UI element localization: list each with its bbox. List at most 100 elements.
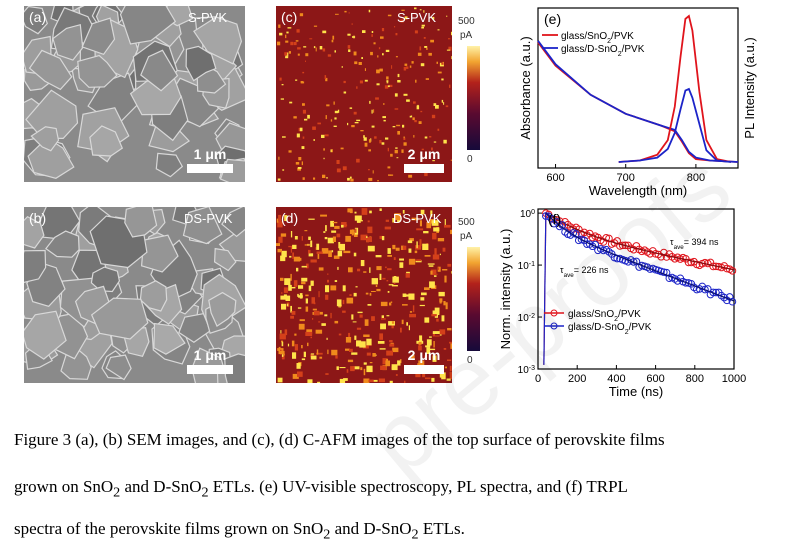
current-hotspot (417, 52, 422, 56)
current-hotspot (445, 105, 449, 108)
current-hotspot (437, 29, 440, 31)
current-hotspot (302, 136, 305, 139)
current-hotspot (441, 78, 444, 81)
current-hotspot (421, 148, 424, 151)
sem-grain (182, 207, 223, 245)
current-hotspot (283, 353, 285, 356)
current-hotspot (384, 85, 389, 89)
current-hotspot (298, 285, 304, 289)
current-hotspot (351, 314, 354, 320)
current-hotspot (401, 149, 404, 153)
current-hotspot (405, 294, 412, 297)
current-hotspot (355, 228, 357, 233)
current-hotspot (412, 305, 415, 313)
current-hotspot (451, 271, 452, 274)
current-hotspot (360, 367, 363, 371)
current-hotspot (347, 177, 350, 181)
current-hotspot (369, 292, 372, 296)
x-tick-label: 700 (617, 172, 635, 184)
current-hotspot (393, 283, 396, 285)
current-hotspot (291, 311, 296, 315)
caption-text: and D-SnO (330, 519, 412, 538)
caption-subscript: 2 (113, 484, 121, 501)
current-hotspot (315, 329, 323, 334)
current-hotspot (299, 13, 304, 17)
current-hotspot (279, 77, 282, 81)
current-hotspot (445, 302, 448, 310)
current-hotspot (316, 243, 320, 250)
current-hotspot (414, 250, 418, 254)
current-hotspot (442, 247, 446, 252)
current-hotspot (334, 50, 336, 53)
current-hotspot (310, 336, 312, 339)
current-hotspot (399, 258, 404, 261)
current-hotspot (423, 37, 426, 39)
current-hotspot (387, 166, 391, 169)
current-hotspot (287, 343, 290, 347)
current-hotspot (409, 115, 412, 118)
current-hotspot (408, 174, 413, 178)
current-hotspot (284, 329, 288, 336)
current-hotspot (442, 269, 448, 271)
current-hotspot (363, 368, 366, 376)
current-hotspot (406, 271, 410, 274)
current-hotspot (352, 366, 360, 370)
current-hotspot (320, 214, 327, 217)
current-hotspot (432, 310, 440, 315)
y-tick-label: 10-3 (518, 365, 535, 377)
current-hotspot (296, 29, 300, 33)
current-hotspot (281, 355, 285, 360)
current-hotspot (345, 337, 352, 343)
current-hotspot (361, 208, 368, 215)
current-hotspot (383, 119, 386, 122)
current-hotspot (311, 297, 315, 304)
data-point (728, 267, 737, 275)
current-hotspot (376, 266, 382, 271)
current-hotspot (411, 217, 419, 221)
current-hotspot (337, 250, 343, 257)
current-hotspot (363, 271, 367, 273)
current-hotspot (389, 380, 393, 383)
current-hotspot (293, 280, 298, 287)
data-point (629, 258, 638, 266)
current-hotspot (337, 266, 339, 270)
current-hotspot (400, 19, 404, 23)
current-hotspot (402, 210, 405, 214)
plot-frame (537, 7, 739, 169)
current-hotspot (359, 341, 366, 348)
current-hotspot (325, 373, 329, 375)
current-hotspot (381, 142, 385, 145)
sem-grain (28, 49, 73, 91)
current-hotspot (308, 249, 311, 254)
current-hotspot (424, 172, 428, 177)
current-hotspot (431, 220, 439, 226)
current-hotspot (371, 34, 373, 37)
current-hotspot (411, 61, 414, 64)
tau-annotation: τave= 226 ns (560, 265, 609, 279)
current-hotspot (279, 333, 286, 340)
current-hotspot (283, 294, 287, 299)
current-hotspot (361, 57, 363, 59)
current-hotspot (347, 122, 349, 126)
scale-bar-label: 1 μm (193, 146, 227, 162)
sem-grain (24, 249, 47, 283)
current-hotspot (405, 273, 410, 278)
current-hotspot (285, 40, 289, 43)
current-hotspot (322, 30, 327, 34)
current-hotspot (424, 255, 431, 257)
sem-grain (30, 126, 60, 152)
current-hotspot (323, 157, 325, 160)
current-hotspot (435, 105, 439, 109)
current-hotspot (302, 177, 305, 180)
panel-label-d: (d) (281, 210, 299, 226)
current-hotspot (302, 103, 305, 106)
current-hotspot (360, 234, 368, 241)
current-hotspot (297, 293, 299, 297)
current-hotspot (413, 101, 416, 104)
current-hotspot (330, 149, 333, 153)
scale-bar-label: 1 μm (193, 347, 227, 363)
current-hotspot (298, 295, 303, 298)
current-hotspot (290, 315, 294, 319)
current-hotspot (321, 323, 326, 326)
current-hotspot (285, 56, 289, 59)
